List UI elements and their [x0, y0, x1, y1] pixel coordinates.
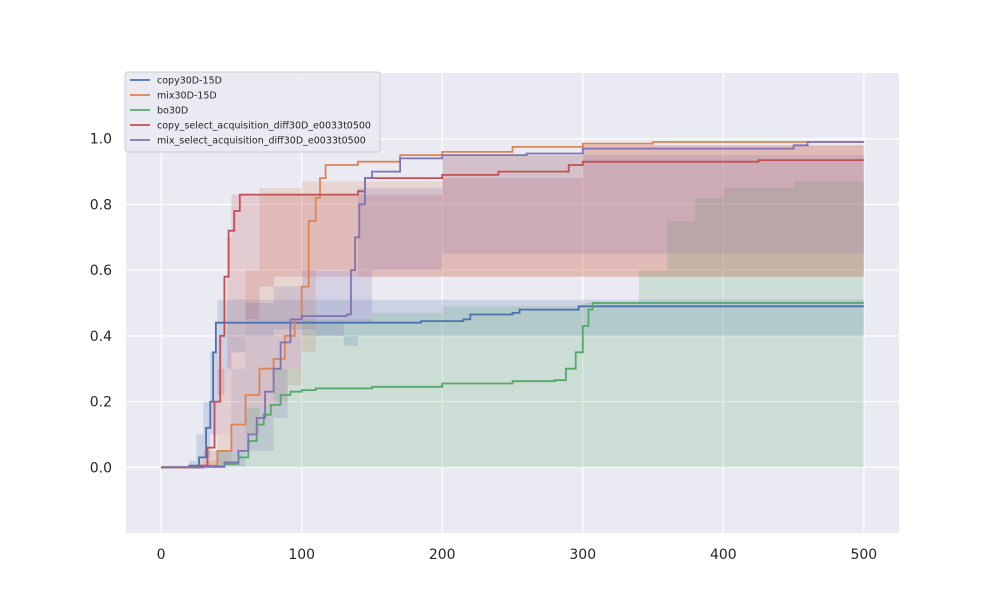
- y-axis-ticks: 0.0 0.2 0.4 0.6 0.8 1.0: [90, 132, 112, 477]
- legend-label: copy30D-15D: [157, 76, 222, 87]
- y-tick-label: 0.2: [90, 395, 112, 411]
- line-series-2: [161, 141, 864, 469]
- y-tick-label: 0.6: [90, 263, 112, 279]
- legend: copy30D-15D mix30D-15D bo30D copy_select_ac…: [124, 71, 381, 153]
- legend-label: mix30D-15D: [157, 91, 217, 102]
- legend-box: [124, 71, 381, 153]
- band-series-4: [161, 142, 864, 468]
- line-series-3: [161, 302, 864, 469]
- confidence-bands: [161, 142, 864, 468]
- line-series-5: [161, 141, 864, 469]
- series-lines: [161, 141, 864, 469]
- x-tick-label: 100: [288, 547, 315, 563]
- x-tick-label: 0: [157, 547, 166, 563]
- x-tick-label: 200: [429, 547, 456, 563]
- x-axis-ticks: 0 100 200 300 400 500: [157, 547, 878, 563]
- legend-label: mix_select_acquisition_diff30D_e0033t050…: [157, 136, 366, 147]
- band-series-5: [161, 142, 864, 468]
- x-tick-label: 400: [710, 547, 737, 563]
- band-series-3: [161, 181, 864, 468]
- y-tick-label: 0.0: [90, 460, 112, 476]
- grid-lines: [126, 73, 899, 533]
- x-tick-label: 300: [569, 547, 596, 563]
- band-series-2: [161, 142, 864, 468]
- y-tick-label: 0.4: [90, 329, 112, 345]
- line-series-4: [161, 159, 864, 469]
- legend-label: copy_select_acquisition_diff30D_e0033t05…: [157, 121, 371, 132]
- y-tick-label: 1.0: [90, 132, 112, 148]
- band-series-1: [161, 299, 864, 468]
- y-tick-label: 0.8: [90, 197, 112, 213]
- x-tick-label: 500: [850, 547, 877, 563]
- legend-label: bo30D: [157, 106, 188, 117]
- line-series-1: [161, 305, 864, 469]
